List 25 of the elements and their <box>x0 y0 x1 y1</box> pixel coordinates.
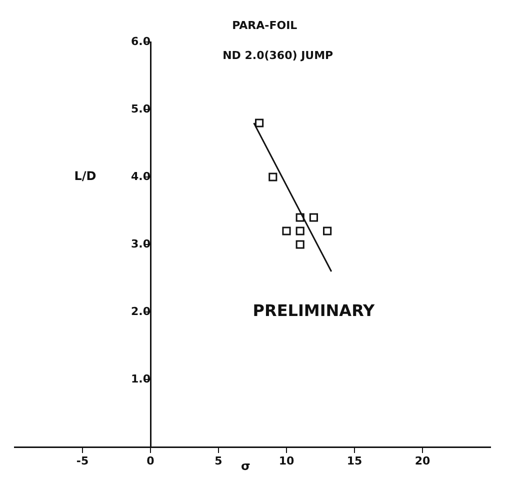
x-tick-label: -5 <box>76 454 89 468</box>
point <box>323 226 332 236</box>
annotation: PRELIMINARY <box>252 301 376 320</box>
x-tick-label: 5 <box>214 454 222 468</box>
point <box>309 213 318 222</box>
y-tick-label: 4.0 <box>131 170 151 183</box>
x-tick-label: 10 <box>278 454 294 468</box>
point <box>296 240 304 249</box>
y-tick-label: 3.0 <box>131 237 151 250</box>
y-tick-label: 2.0 <box>131 304 151 318</box>
x-tick-label: 0 <box>146 454 155 468</box>
text: ND 2.0(360) JUMP <box>222 48 334 62</box>
y-tick-label: 6.0 <box>131 34 151 48</box>
y-tick-label: 1.0 <box>131 372 151 386</box>
y-axis-title: L/D <box>74 169 96 184</box>
point <box>268 172 278 182</box>
point <box>282 226 291 236</box>
y-tick-label: 5.0 <box>131 102 151 116</box>
point <box>255 118 264 128</box>
x-tick-label: 20 <box>414 454 430 468</box>
chart-title: PARA-FOIL <box>232 18 298 32</box>
point <box>296 213 304 222</box>
point <box>296 226 304 236</box>
x-axis-title: σ <box>241 459 250 474</box>
x-tick-label: 15 <box>346 454 362 468</box>
